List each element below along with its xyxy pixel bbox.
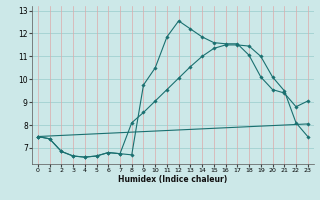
X-axis label: Humidex (Indice chaleur): Humidex (Indice chaleur)	[118, 175, 228, 184]
